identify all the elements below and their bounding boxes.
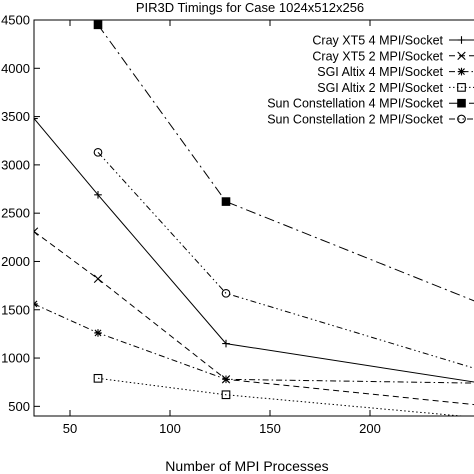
- series-3: [93, 373, 467, 416]
- legend-entry: Sun Constellation 4 MPI/Socket: [267, 97, 474, 111]
- y-tick-label: 1000: [1, 351, 30, 366]
- data-point: [222, 339, 230, 348]
- x-tick-label: 200: [359, 421, 381, 436]
- data-point: [93, 373, 103, 383]
- data-point: [34, 300, 38, 308]
- y-tick-label: 2000: [1, 254, 30, 269]
- series-0: [34, 114, 474, 383]
- data-point: [221, 197, 231, 206]
- legend-label: Sun Constellation 4 MPI/Socket: [267, 97, 443, 111]
- series-2: [34, 300, 474, 384]
- legend-label: SGI Altix 4 MPI/Socket: [317, 65, 443, 79]
- legend-entry: Cray XT5 2 MPI/Socket: [312, 49, 474, 63]
- series-layer: [34, 20, 474, 416]
- series-line: [34, 303, 474, 384]
- data-point: [34, 227, 39, 236]
- data-point: [222, 375, 230, 384]
- series-5: [93, 147, 474, 369]
- legend-label: SGI Altix 2 MPI/Socket: [317, 81, 443, 95]
- y-tick-label: 3000: [1, 157, 30, 172]
- y-tick-label: 4000: [1, 61, 30, 76]
- data-point: [221, 288, 231, 298]
- legend-marker: [457, 114, 466, 124]
- legend-entry: Sun Constellation 2 MPI/Socket: [267, 113, 474, 127]
- legend-marker: [457, 51, 466, 60]
- data-point: [93, 274, 103, 284]
- series-line: [34, 231, 474, 406]
- series-line: [34, 118, 474, 383]
- series-4: [93, 20, 474, 302]
- legend-marker: [457, 98, 466, 108]
- y-tick-label: 3500: [1, 109, 30, 124]
- legend-entry: Cray XT5 4 MPI/Socket: [312, 34, 474, 48]
- chart-title: PIR3D Timings for Case 1024x512x256: [136, 0, 364, 15]
- data-point: [94, 191, 102, 199]
- data-point: [93, 20, 103, 30]
- y-tick-label: 2500: [1, 206, 30, 221]
- y-tick-label: 500: [8, 399, 30, 414]
- x-tick-label: 100: [159, 421, 181, 436]
- data-point: [34, 114, 38, 123]
- legend-entry: SGI Altix 2 MPI/Socket: [317, 81, 474, 95]
- y-tick-label: 4500: [1, 13, 30, 28]
- legend-entry: SGI Altix 4 MPI/Socket: [317, 65, 474, 79]
- data-point: [93, 147, 103, 157]
- series-line: [97, 151, 474, 369]
- legend-marker: [457, 67, 466, 76]
- y-axis: 4500 4000 3500 3000 2500 2000 1500 1000 500: [1, 13, 40, 414]
- legend-marker: [457, 36, 466, 44]
- data-point: [221, 390, 231, 400]
- data-point: [94, 329, 102, 337]
- series-line: [97, 377, 467, 416]
- legend-label: Sun Constellation 2 MPI/Socket: [267, 113, 443, 127]
- x-tick-label: 50: [63, 421, 77, 436]
- legend-marker: [457, 83, 466, 92]
- legend-label: Cray XT5 4 MPI/Socket: [312, 34, 443, 48]
- y-tick-label: 1500: [1, 302, 30, 317]
- legend-label: Cray XT5 2 MPI/Socket: [312, 49, 443, 63]
- x-axis: 50 100 150 200: [63, 20, 381, 436]
- x-tick-label: 150: [259, 421, 281, 436]
- series-line: [97, 24, 474, 302]
- x-axis-label: Number of MPI Processes: [165, 458, 328, 474]
- plot-frame: [33, 19, 474, 417]
